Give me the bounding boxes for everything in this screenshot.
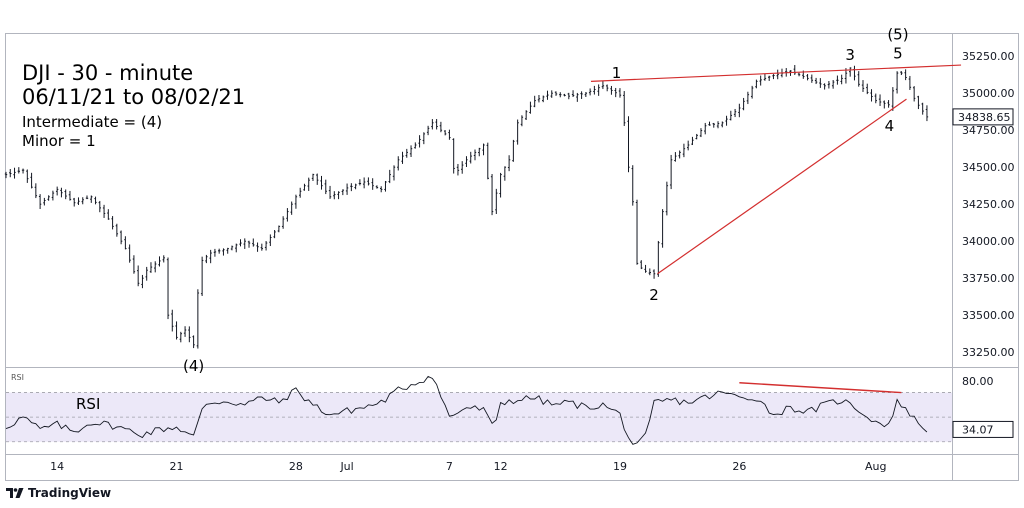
price-tick-label: 34000.00 <box>962 235 1015 248</box>
chart-title-line1: DJI - 30 - minute <box>22 61 193 85</box>
price-tick-label: 35250.00 <box>962 50 1015 63</box>
price-tick-label: 33500.00 <box>962 309 1015 322</box>
tradingview-logo[interactable]: TradingView <box>6 486 111 500</box>
time-tick-label: Aug <box>865 460 886 473</box>
wave-label: 4 <box>885 117 895 135</box>
rsi-pane-title: RSI <box>11 373 24 382</box>
price-axis[interactable]: 35250.00 35000.00 34750.00 34500.00 34250.00… <box>952 50 1015 359</box>
time-tick-label: 19 <box>613 460 627 473</box>
time-tick-label: Jul <box>339 460 353 473</box>
last-price-label: 34838.65 <box>958 111 1011 124</box>
wave-label: 2 <box>649 286 659 304</box>
wave-label: (5) <box>887 26 908 44</box>
candle-layer <box>4 65 929 349</box>
tradingview-logo-icon <box>6 488 24 498</box>
wave-label-layer: (4) 1 2 3 4 5(5) <box>183 26 909 375</box>
price-tick-label: 34500.00 <box>962 161 1015 174</box>
legend-minor: Minor = 1 <box>22 132 96 150</box>
wave-label: 1 <box>612 64 622 82</box>
rsi-divergence-trendline <box>739 382 902 394</box>
time-tick-label: 7 <box>446 460 453 473</box>
trendline-layer <box>590 64 962 394</box>
last-price-badge <box>952 108 1014 126</box>
rsi-band-layer <box>6 392 952 443</box>
price-tick-label: 35000.00 <box>962 87 1015 100</box>
tradingview-logo-text: TradingView <box>28 486 112 500</box>
time-tick-label: 12 <box>494 460 508 473</box>
time-tick-label: 21 <box>170 460 184 473</box>
wave-trendline <box>590 64 962 82</box>
time-tick-label: 26 <box>732 460 746 473</box>
rsi-layer: 34.07 <box>5 375 1014 445</box>
chart-frame <box>5 33 1019 481</box>
time-tick-label: 28 <box>289 460 303 473</box>
wave-label: 3 <box>845 46 855 64</box>
price-tick-label: 34750.00 <box>962 124 1015 137</box>
rsi-axis-tick: 80.00 <box>962 375 994 388</box>
price-tick-label: 33750.00 <box>962 272 1015 285</box>
rsi-last-label: 34.07 <box>962 423 994 436</box>
time-axis[interactable]: 14 21 28 Jul 7 12 19 26 Aug <box>50 460 886 473</box>
legend-intermediate: Intermediate = (4) <box>22 113 162 131</box>
rsi-label: RSI <box>76 395 100 413</box>
chart-title-line2: 06/11/21 to 08/02/21 <box>22 85 245 109</box>
price-tick-label: 33250.00 <box>962 346 1015 359</box>
rsi-line <box>5 375 928 445</box>
price-tick-label: 34250.00 <box>962 198 1015 211</box>
wave-label: 5 <box>893 45 903 63</box>
time-tick-label: 14 <box>50 460 64 473</box>
wave-label: (4) <box>183 357 204 375</box>
rsi-last-badge <box>952 420 1014 438</box>
wave-trendline <box>657 98 907 275</box>
